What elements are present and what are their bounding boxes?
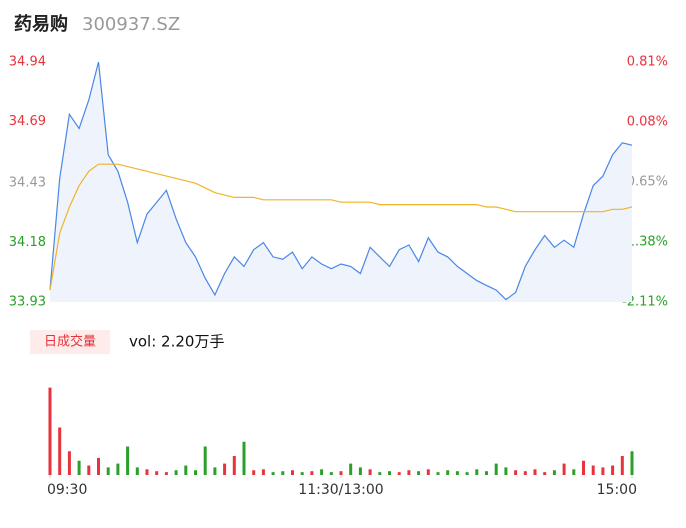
volume-bar — [300, 472, 304, 475]
volume-bar — [630, 451, 634, 475]
volume-bar — [407, 470, 411, 475]
volume-bar — [504, 467, 508, 475]
y2-tick-label: 0.81% — [627, 55, 668, 70]
volume-bar — [329, 472, 333, 475]
price-line — [49, 61, 633, 301]
volume-bar — [543, 472, 547, 475]
volume-bar — [194, 470, 197, 475]
volume-badge: 日成交量 — [44, 334, 96, 350]
volume-bar — [552, 470, 556, 475]
volume-bar — [203, 446, 207, 475]
badge-bg — [30, 330, 110, 354]
volume-bar — [620, 456, 624, 475]
volume-bar — [358, 467, 362, 475]
y2-tick-label: 0.08% — [627, 115, 668, 130]
volume-bar — [232, 456, 236, 475]
volume-bar — [174, 470, 178, 475]
volume-bar — [184, 465, 188, 475]
y-tick-label: 34.94 — [9, 55, 46, 70]
volume-bar — [271, 472, 275, 475]
y2-tick-label: -2.11% — [622, 295, 668, 310]
x-tick-label: 11:30/13:00 — [298, 482, 383, 498]
volume-bar — [87, 465, 91, 475]
y-tick-label: 34.43 — [9, 176, 46, 191]
volume-bar — [126, 446, 130, 475]
volume-bar — [252, 470, 256, 475]
volume-bar — [155, 471, 159, 475]
volume-bar — [455, 471, 459, 475]
volume-bar — [48, 387, 52, 475]
volume-bar — [261, 469, 265, 475]
volume-bar — [591, 465, 595, 475]
stock-code: 300937.SZ — [82, 14, 180, 35]
volume-bar — [485, 471, 488, 475]
volume-bar — [572, 469, 576, 475]
average-line — [49, 163, 633, 291]
volume-bar — [436, 472, 440, 475]
volume-bar — [562, 463, 566, 475]
x-tick-label: 09:30 — [47, 482, 87, 498]
stock-name: 药易购 — [14, 13, 68, 35]
volume-bar — [116, 463, 120, 475]
volume-bar — [213, 467, 217, 475]
volume-summary: vol: 2.20万手 — [129, 333, 224, 351]
volume-bar — [320, 469, 324, 475]
volume-bar — [523, 471, 527, 475]
volume-bar — [397, 472, 401, 475]
volume-bar — [378, 472, 382, 475]
volume-bar — [291, 470, 294, 475]
volume-bar — [475, 469, 479, 475]
volume-bar — [349, 463, 353, 475]
volume-bar — [58, 427, 62, 475]
volume-bar — [417, 471, 421, 475]
volume-bar — [164, 472, 168, 475]
volume-bar — [135, 467, 139, 475]
volume-bar — [106, 467, 110, 475]
price-area — [50, 62, 632, 302]
volume-bar — [514, 470, 518, 475]
volume-bar — [582, 460, 585, 475]
volume-bar — [426, 469, 430, 475]
volume-bar — [223, 463, 227, 475]
volume-bar — [242, 441, 246, 475]
volume-bar — [533, 469, 537, 475]
x-tick-label: 15:00 — [597, 482, 637, 498]
volume-bar — [465, 472, 469, 475]
volume-bar — [446, 470, 450, 475]
volume-bar — [67, 451, 71, 475]
volume-bar — [310, 471, 314, 475]
y2-tick-label: -0.65% — [622, 175, 668, 190]
volume-bar — [601, 467, 605, 475]
volume-bar — [281, 471, 285, 475]
y2-tick-label: -1.38% — [622, 235, 668, 250]
volume-bar — [145, 469, 149, 475]
y-tick-label: 34.18 — [9, 235, 46, 250]
volume-bar — [611, 465, 615, 475]
volume-bar — [368, 469, 372, 475]
volume-bar — [97, 457, 100, 475]
volume-bar — [494, 463, 498, 475]
y-tick-label: 33.93 — [9, 295, 46, 310]
y-tick-label: 34.69 — [9, 114, 46, 129]
volume-bar — [388, 471, 391, 475]
volume-bar — [339, 471, 343, 475]
volume-bar — [77, 460, 81, 475]
